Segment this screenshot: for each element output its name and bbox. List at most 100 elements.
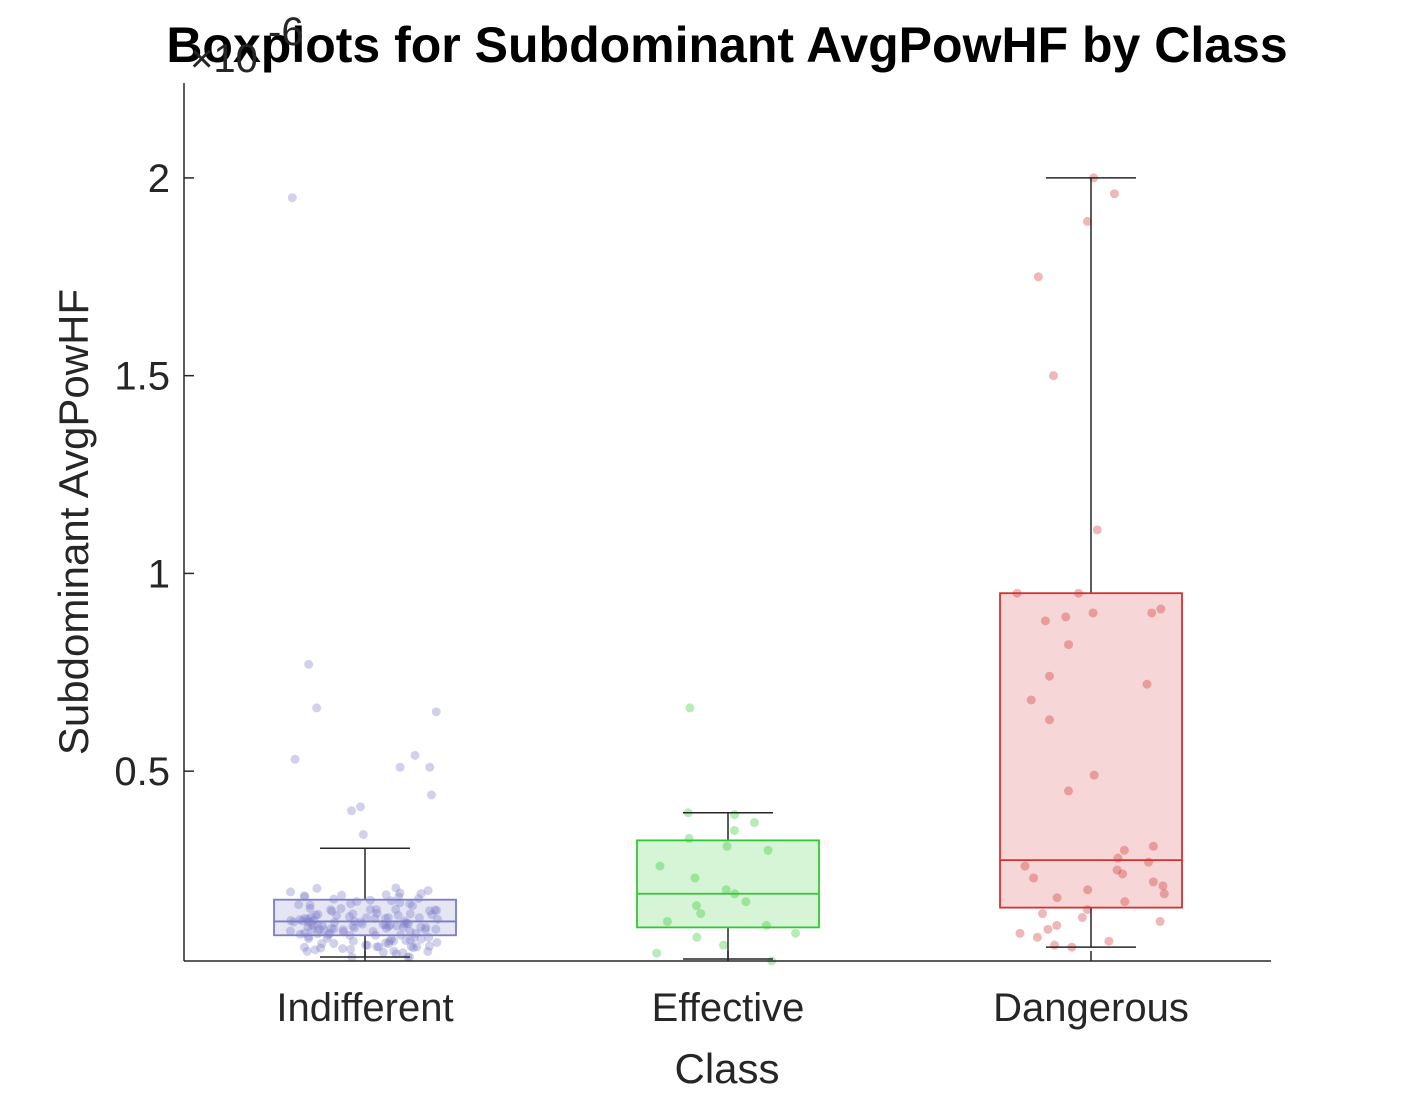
data-point	[302, 946, 312, 956]
data-point	[407, 901, 417, 911]
data-point	[294, 900, 304, 910]
data-point	[1158, 881, 1168, 891]
data-point	[431, 924, 441, 934]
data-point	[381, 938, 391, 948]
data-point	[425, 906, 435, 916]
data-point	[1118, 869, 1128, 879]
y-tick-label: 1.5	[114, 355, 170, 399]
data-point	[1032, 932, 1042, 942]
data-point	[384, 939, 394, 949]
data-point	[1043, 924, 1053, 934]
x-axis-label: Class	[674, 1045, 779, 1092]
data-point	[1142, 679, 1152, 689]
data-point	[1104, 936, 1114, 946]
data-point	[432, 905, 442, 915]
box-group-indifferent	[273, 193, 457, 962]
data-point	[327, 906, 337, 916]
data-point	[389, 936, 399, 946]
data-point	[381, 920, 391, 930]
data-point	[655, 861, 665, 871]
data-point	[423, 886, 433, 896]
data-point	[652, 948, 662, 958]
data-point	[398, 948, 408, 958]
data-point	[372, 942, 382, 952]
data-point	[1061, 612, 1071, 622]
y-exponent-label: ×10	[190, 37, 258, 81]
data-point	[1109, 189, 1119, 199]
data-point	[1083, 885, 1093, 895]
data-point	[430, 905, 440, 915]
data-point	[346, 806, 356, 816]
data-point	[1112, 865, 1122, 875]
data-point	[372, 908, 382, 918]
y-tick-label: 0.5	[114, 750, 170, 794]
data-point	[432, 938, 442, 948]
data-point	[385, 936, 395, 946]
data-point	[1088, 608, 1098, 618]
data-point	[1020, 861, 1030, 871]
data-point	[387, 896, 397, 906]
data-point	[413, 894, 423, 904]
data-point	[387, 934, 397, 944]
data-point	[319, 925, 329, 935]
data-point	[306, 912, 316, 922]
data-point	[1147, 608, 1157, 618]
y-axis-label: Subdominant AvgPowHF	[50, 289, 97, 755]
data-point	[365, 905, 375, 915]
data-point	[338, 927, 348, 937]
data-point	[662, 916, 672, 926]
data-point	[285, 926, 295, 936]
data-point	[424, 941, 434, 951]
data-point	[685, 703, 695, 713]
data-point	[1038, 909, 1048, 919]
axis-ticks: 0.5 1 1.5 2 Indifferent Effective Dangerous	[114, 157, 1188, 1030]
box	[636, 839, 820, 929]
data-point	[391, 883, 401, 893]
data-point	[423, 946, 433, 956]
data-point	[391, 949, 401, 959]
data-point	[312, 920, 322, 930]
data-point	[405, 926, 415, 936]
data-point	[749, 818, 759, 828]
y-exponent-power: -6	[268, 10, 304, 54]
box	[999, 592, 1183, 909]
data-point	[719, 940, 729, 950]
data-point	[326, 905, 336, 915]
data-point	[1033, 272, 1043, 282]
data-point	[304, 932, 314, 942]
data-point	[398, 922, 408, 932]
data-point	[338, 925, 348, 935]
data-point	[691, 901, 701, 911]
data-point	[332, 911, 342, 921]
data-point	[1120, 897, 1130, 907]
data-point	[1063, 786, 1073, 796]
data-point	[393, 910, 403, 920]
data-point	[410, 750, 420, 760]
data-point	[371, 905, 381, 915]
data-point	[1156, 604, 1166, 614]
data-point	[308, 921, 318, 931]
data-point	[381, 923, 391, 933]
data-point	[361, 913, 371, 923]
data-point	[286, 916, 296, 926]
data-point	[763, 845, 773, 855]
data-point	[1064, 640, 1074, 650]
data-point	[295, 929, 305, 939]
data-point	[1148, 841, 1158, 851]
data-point	[401, 936, 411, 946]
data-point	[312, 703, 322, 713]
data-point	[344, 912, 354, 922]
data-point	[391, 904, 401, 914]
data-point	[358, 829, 368, 839]
data-point	[421, 922, 431, 932]
data-point	[1089, 770, 1099, 780]
data-point	[395, 762, 405, 772]
data-point	[416, 889, 426, 899]
data-point	[313, 909, 323, 919]
x-tick-label: Dangerous	[993, 986, 1189, 1030]
y-tick-label: 1	[148, 552, 170, 596]
data-point	[290, 754, 300, 764]
data-point	[690, 873, 700, 883]
data-point	[368, 926, 378, 936]
data-point	[338, 943, 348, 953]
